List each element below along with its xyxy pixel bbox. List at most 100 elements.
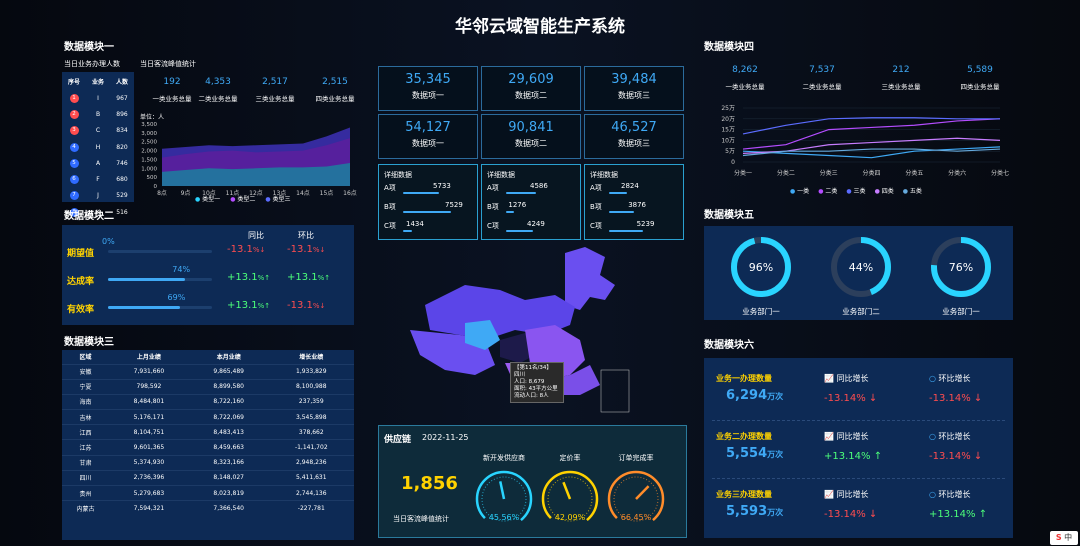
m4-ytick: 20万 [721, 116, 735, 123]
m1-area-chart: 单位：人 3,5003,0002,5002,0001,5001,00050008… [135, 112, 360, 205]
m6-mom-header: ○ 环比增长 [929, 489, 971, 500]
rank-header-biz: 业务 [86, 72, 110, 90]
m6-divider [712, 478, 1005, 479]
table-cell: 8,899,580 [189, 379, 269, 394]
table-cell: 7,594,321 [109, 501, 189, 516]
m4-xtick: 分类四 [862, 169, 880, 177]
ime-label: 中 [1064, 533, 1072, 542]
m4-ytick: 25万 [721, 105, 735, 112]
detail-title: 详细数据 [487, 170, 515, 180]
m2-header-yoy: 同比 [248, 230, 264, 241]
gauge-label: 新开发供应商 [474, 453, 534, 463]
rank-row: 1 I 967 [62, 90, 134, 106]
rank-count: 680 [110, 171, 134, 187]
m2-progress-fill [108, 278, 185, 281]
m1-stat-value: 4,353 [188, 77, 248, 87]
supply-title: 供应链 [384, 432, 411, 445]
rank-header-no: 序号 [62, 72, 86, 90]
rank-count: 746 [110, 155, 134, 171]
m2-header-mom: 环比 [298, 230, 314, 241]
rank-no: 5 [62, 155, 86, 171]
m1-ytick: 3,000 [141, 131, 157, 137]
m4-xtick: 分类二 [777, 169, 795, 177]
table-cell: 798,592 [109, 379, 189, 394]
tooltip-rank: 【第11名/34】 [514, 365, 560, 372]
table-cell: 2,744,136 [269, 486, 354, 501]
table-cell: 海南 [62, 394, 109, 409]
table-row: 安徽 7,931,660 9,865,489 1,933,829 [62, 364, 354, 379]
module-6-title: 数据模块六 [704, 336, 754, 351]
ime-indicator[interactable]: S 中 [1050, 531, 1078, 545]
legend-type-3: 类型三 [273, 196, 291, 203]
data-card-value: 46,527 [585, 120, 683, 135]
table-cell: 2,736,396 [109, 470, 189, 485]
m4-ytick: 15万 [721, 127, 735, 134]
legend-type-1: 类型一 [202, 196, 220, 203]
rank-row: 4 H 820 [62, 139, 134, 155]
rank-biz: F [86, 171, 110, 187]
m4-xtick: 分类三 [820, 169, 838, 177]
data-card-value: 35,345 [379, 72, 477, 87]
gauge: 66.45% [605, 468, 667, 530]
m1-sub-2: 当日客流峰值统计 [140, 59, 196, 69]
table-row: 贵州 5,279,683 8,023,819 2,744,136 [62, 486, 354, 501]
table-cell: 8,323,166 [189, 455, 269, 470]
m3-table-panel: 区域 上月业绩 本月业绩 增长业绩 安徽 7,931,660 9,865,489 1,933… [62, 350, 354, 540]
table-cell: 1,933,829 [269, 364, 354, 379]
m6-row-label: 业务二办理数量 [716, 431, 772, 442]
data-card: 39,484 数据项三 [584, 66, 684, 111]
m1-xtick: 16点 [343, 189, 357, 197]
supply-date: 2022-11-25 [422, 433, 469, 442]
rank-table-panel: 序号 业务 人数 1 I 967 2 B 896 3 C 834 4 H 820 5 A 746 6 F 680 7 J 5… [62, 72, 134, 202]
table-cell: 贵州 [62, 486, 109, 501]
m1-stat-value: 2,517 [245, 77, 305, 87]
m1-xtick: 14点 [296, 189, 310, 197]
table-row: 内蒙古 7,594,321 7,366,540 -227,781 [62, 501, 354, 516]
table-cell: 5,374,930 [109, 455, 189, 470]
rank-badge: 2 [70, 110, 79, 119]
data-card: 29,609 数据项二 [481, 66, 581, 111]
detail-bar [506, 192, 536, 194]
rank-badge: 6 [70, 175, 79, 184]
m6-mom-value: +13.14% ↑ [929, 509, 987, 520]
data-card-value: 90,841 [482, 120, 580, 135]
rank-no: 7 [62, 188, 86, 204]
detail-box: 详细数据 A项 4586 B项 1276 C项 4249 [481, 164, 581, 240]
m6-row-value: 5,554万次 [726, 446, 783, 461]
m4-stat-value: 7,537 [792, 65, 852, 75]
rank-row: 6 F 680 [62, 171, 134, 187]
module-3-title: 数据模块三 [64, 333, 114, 348]
detail-title: 详细数据 [384, 170, 412, 180]
detail-value: 5239 [637, 220, 655, 228]
detail-value: 4586 [530, 182, 548, 190]
table-cell: 江苏 [62, 440, 109, 455]
m1-unit-label: 单位：人 [140, 113, 164, 121]
table-row: 江西 8,104,751 8,483,413 378,662 [62, 425, 354, 440]
m6-mom-value: -13.14% ↓ [929, 451, 982, 462]
m2-row-label: 有效率 [67, 302, 94, 315]
m2-yoy-value: +13.1%↑ [227, 300, 270, 311]
gauge-needle [636, 486, 649, 499]
rank-row: 2 B 896 [62, 106, 134, 122]
table-row: 四川 2,736,396 8,148,027 5,411,631 [62, 470, 354, 485]
m3-header-current: 本月业绩 [189, 350, 269, 364]
table-cell: 8,100,988 [269, 379, 354, 394]
tooltip-population: 人口: 8,679 [514, 379, 560, 386]
rank-no: 6 [62, 171, 86, 187]
legend-class-1: 一类 [797, 188, 809, 195]
gauge-needle [563, 482, 570, 499]
m1-stat-label: 四类业务总量 [300, 93, 370, 103]
m4-stat-label: 一类业务总量 [710, 81, 780, 91]
m2-panel: 同比 环比 期望值 0% -13.1%↓ -13.1%↓ 达成率 74% +13.1%↑ +1… [62, 225, 354, 325]
detail-box: 详细数据 A项 5733 B项 7529 C项 1434 [378, 164, 478, 240]
table-cell: -1,141,702 [269, 440, 354, 455]
table-row: 宁夏 798,592 8,899,580 8,100,988 [62, 379, 354, 394]
m4-stat-value: 212 [871, 65, 931, 75]
table-cell: 吉林 [62, 410, 109, 425]
rank-biz: B [86, 106, 110, 122]
detail-item-label: A项 [384, 183, 396, 193]
legend-class-4: 四类 [882, 188, 894, 195]
m2-mom-value: -13.1%↓ [287, 300, 325, 311]
m6-value-number: 6,294 [726, 388, 767, 403]
tooltip-region: 四川 [514, 372, 560, 379]
